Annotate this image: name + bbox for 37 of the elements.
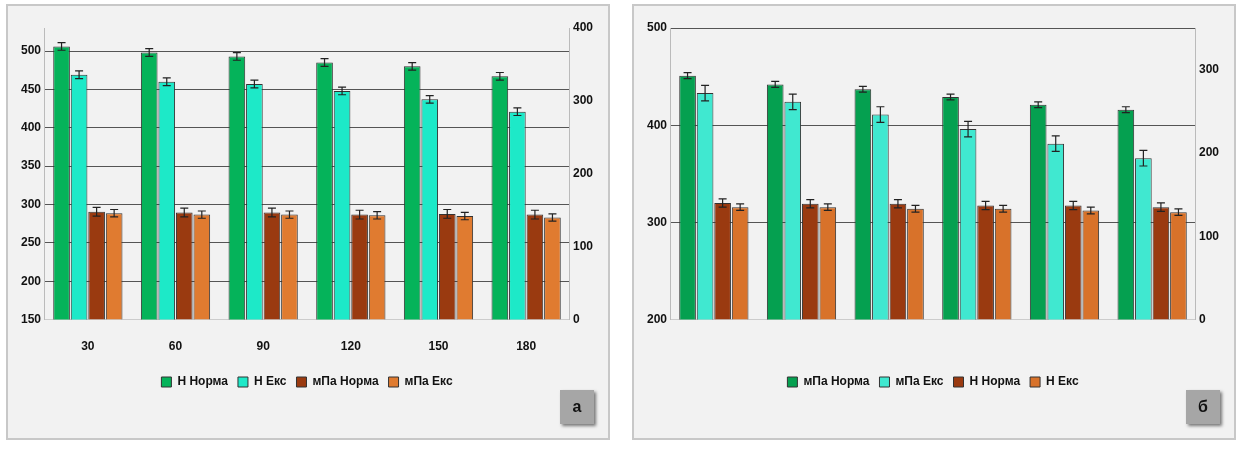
y2-tick-label: 100 <box>572 239 594 254</box>
y2-tick-label: 400 <box>572 20 594 35</box>
y2-tick-label: 200 <box>1198 145 1220 160</box>
legend-label: Н Норма <box>177 374 229 389</box>
y2-tick-label: 0 <box>572 311 580 326</box>
y2-tick-label: 300 <box>572 93 594 108</box>
text: а <box>560 390 594 424</box>
y-tick-label: 150 <box>20 311 42 326</box>
y-tick-label: 400 <box>646 117 668 132</box>
legend-label: Н Норма <box>969 374 1021 389</box>
y2-tick-label: 100 <box>1198 228 1220 243</box>
x-tick-label: 150 <box>428 339 449 354</box>
legend-label: мПа Екс <box>895 374 944 389</box>
legend-label: мПа Екс <box>404 374 453 389</box>
y-tick-label: 400 <box>20 120 42 135</box>
y-tick-label: 500 <box>646 20 668 35</box>
y2-tick-label: 200 <box>572 166 594 181</box>
legend-label: Н Екс <box>1046 374 1079 389</box>
y2-tick-label: 300 <box>1198 61 1220 76</box>
y-tick-label: 300 <box>20 196 42 211</box>
y2-tick-label: 0 <box>1198 311 1206 326</box>
x-tick-label: 120 <box>340 339 362 354</box>
y-tick-label: 200 <box>20 273 42 288</box>
legend-label: Н Екс <box>253 374 287 389</box>
y-tick-label: 250 <box>20 235 42 250</box>
y-tick-label: 200 <box>646 311 668 326</box>
text: б <box>1186 390 1220 424</box>
y-tick-label: 450 <box>20 81 42 96</box>
x-tick-label: 90 <box>256 339 271 354</box>
x-tick-label: 60 <box>168 339 183 354</box>
y-tick-label: 300 <box>646 214 668 229</box>
x-tick-label: 30 <box>81 339 95 354</box>
x-tick-label: 180 <box>516 339 537 354</box>
legend-label: мПа Норма <box>803 374 870 389</box>
y-tick-label: 350 <box>20 158 42 173</box>
legend-label: мПа Норма <box>312 374 379 389</box>
y-tick-label: 500 <box>20 43 42 58</box>
